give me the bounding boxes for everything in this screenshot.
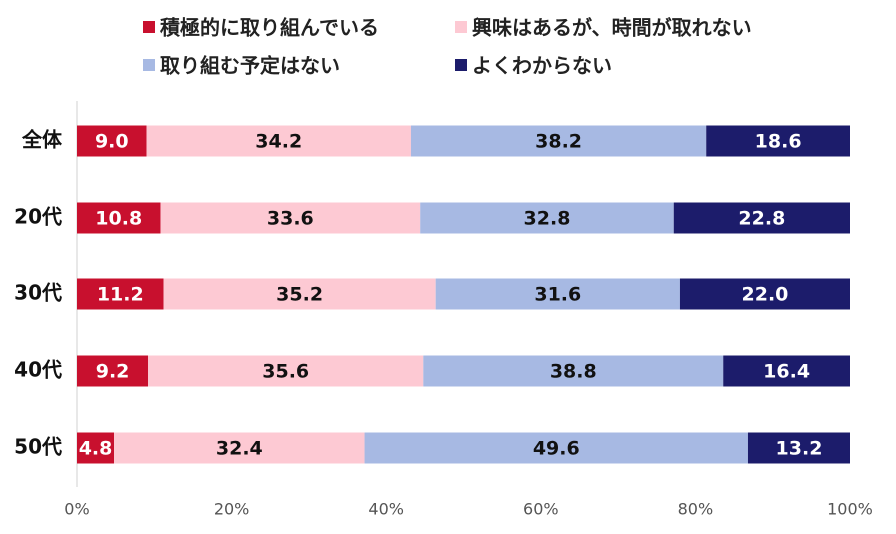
bar-segment: [706, 125, 850, 157]
data-label: 11.2: [97, 284, 144, 306]
legend-label-1: 積極的に取り組んでいる: [160, 16, 379, 40]
category-label: 40代: [14, 358, 62, 382]
bar-segment: [77, 202, 161, 234]
data-label: 35.2: [276, 284, 323, 306]
bar-segment: [364, 432, 748, 464]
bar-segment: [148, 355, 424, 387]
data-label: 13.2: [776, 438, 823, 460]
data-label: 32.4: [216, 438, 263, 460]
legend-label-3: 取り組む予定はない: [160, 54, 340, 78]
bar-segment: [673, 202, 850, 234]
bar-segment: [747, 432, 850, 464]
category-label: 全体: [21, 128, 63, 152]
data-label: 31.6: [534, 284, 581, 306]
bar-segment: [77, 278, 164, 310]
data-label: 9.2: [96, 361, 130, 383]
data-label: 32.8: [524, 208, 571, 230]
legend-label-2: 興味はあるが、時間が取れない: [472, 16, 752, 40]
data-label: 34.2: [255, 131, 302, 153]
data-label: 33.6: [267, 208, 314, 230]
category-label: 20代: [14, 205, 62, 229]
bar-segment: [163, 278, 436, 310]
legend-swatch-2: [455, 21, 467, 33]
data-label: 16.4: [763, 361, 810, 383]
data-label: 4.8: [79, 438, 113, 460]
axes: 0% 20% 40% 60% 80% 100% 全体 20代 30代 40代 50代: [14, 101, 873, 519]
data-label: 9.0: [95, 131, 129, 153]
bar-segment: [723, 355, 850, 387]
data-label: 22.0: [742, 284, 789, 306]
legend-swatch-3: [143, 59, 155, 71]
data-label: 38.8: [550, 361, 597, 383]
bar-segment: [420, 202, 674, 234]
legend-swatch-4: [455, 59, 467, 71]
legend-label-4: よくわからない: [472, 54, 612, 78]
bar-segment: [679, 278, 850, 310]
x-tick-label: 80%: [678, 500, 714, 519]
data-label: 10.8: [95, 208, 142, 230]
x-tick-label: 60%: [523, 500, 559, 519]
bars: 9.0 34.2 38.2 18.6 10.8 33.6 32.8 22.8 11.2 35.2 3…: [77, 125, 850, 464]
bar-segment: [77, 432, 115, 464]
x-tick-label: 40%: [368, 500, 404, 519]
bar-segment: [77, 355, 149, 387]
bar-segment: [114, 432, 365, 464]
data-label: 49.6: [533, 438, 580, 460]
x-tick-label: 100%: [827, 500, 873, 519]
bar-segment: [410, 125, 707, 157]
category-label: 30代: [14, 281, 62, 305]
data-label: 22.8: [738, 208, 785, 230]
data-label: 38.2: [535, 131, 582, 153]
data-label: 18.6: [755, 131, 802, 153]
bar-segment: [77, 125, 147, 157]
x-tick-label: 0%: [64, 500, 89, 519]
bar-segment: [146, 125, 411, 157]
category-label: 50代: [14, 435, 62, 459]
bar-segment: [435, 278, 680, 310]
data-label: 35.6: [262, 361, 309, 383]
bar-segment: [423, 355, 724, 387]
legend-swatch-1: [143, 21, 155, 33]
x-tick-label: 20%: [214, 500, 250, 519]
bar-segment: [160, 202, 421, 234]
